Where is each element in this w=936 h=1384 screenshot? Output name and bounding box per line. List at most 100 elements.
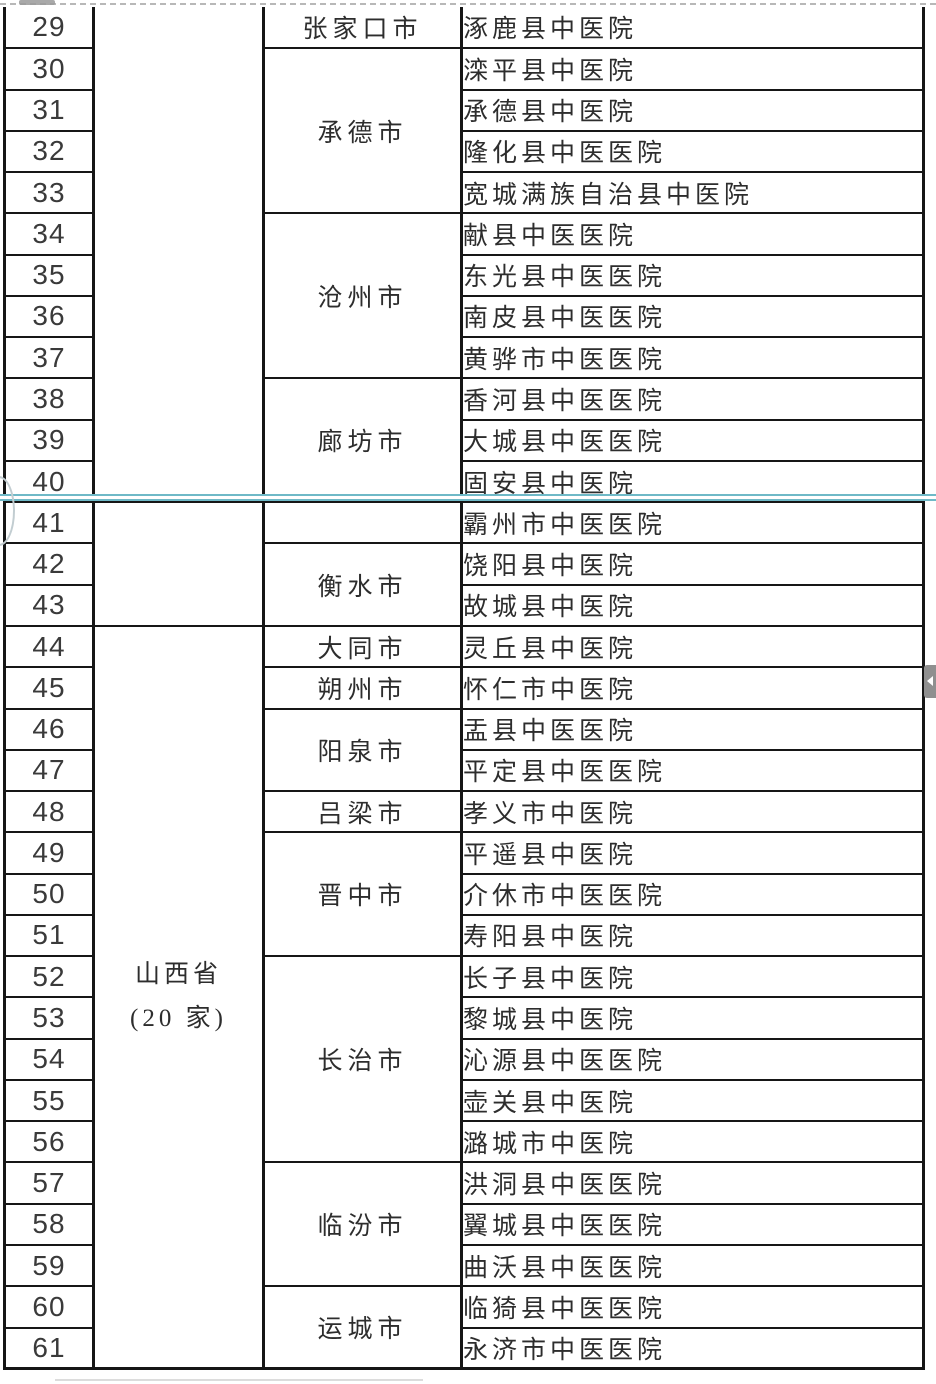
hospital-cell: 黄骅市中医医院	[460, 336, 925, 380]
row-number-cell: 47	[3, 748, 95, 793]
city-cell: 朔州市	[262, 666, 463, 710]
hospital-cell: 平遥县中医院	[460, 831, 925, 875]
table-row: 32 隆化县中医医院	[3, 129, 925, 174]
hospital-cell: 黎城县中医院	[460, 996, 925, 1040]
row-number-cell: 54	[3, 1037, 95, 1081]
table-row: 61 永济市中医医院	[3, 1326, 925, 1370]
city-cell: 承德市	[262, 47, 463, 215]
city-cell: 临汾市	[262, 1161, 463, 1288]
table-row: 60 运城市 临猗县中医医院	[3, 1285, 925, 1370]
side-scroll-handle[interactable]	[924, 665, 936, 698]
hospital-cell: 故城县中医院	[460, 583, 925, 627]
row-number-cell: 53	[3, 996, 95, 1040]
province-label-line: (20 家)	[130, 1005, 227, 1033]
hospital-cell: 南皮县中医医院	[460, 294, 925, 339]
hospital-cell: 临猗县中医医院	[460, 1285, 925, 1329]
row-number-cell: 44	[3, 624, 95, 669]
row-number-cell: 42	[3, 542, 95, 586]
hospital-cell: 介休市中医医院	[460, 872, 925, 916]
hospital-cell: 翼城县中医医院	[460, 1202, 925, 1246]
hospital-cell: 饶阳县中医院	[460, 542, 925, 586]
hospital-cell: 霸州市中医医院	[460, 501, 925, 545]
hospital-cell: 宽城满族自治县中医院	[460, 171, 925, 215]
table-row: 51 寿阳县中医院	[3, 913, 925, 958]
table-row: 33 宽城满族自治县中医院	[3, 171, 925, 215]
row-number-cell: 50	[3, 872, 95, 916]
province-cell	[92, 501, 265, 627]
row-number-cell: 55	[3, 1078, 95, 1123]
hospital-cell: 怀仁市中医院	[460, 666, 925, 710]
table-row: 49 晋中市 平遥县中医院	[3, 831, 925, 958]
city-cell: 阳泉市	[262, 707, 463, 793]
table-row: 53 黎城县中医院	[3, 996, 925, 1040]
row-number-cell: 45	[3, 666, 95, 710]
row-number-cell: 38	[3, 377, 95, 421]
hospital-cell: 寿阳县中医院	[460, 913, 925, 958]
hospital-cell: 永济市中医医院	[460, 1326, 925, 1370]
row-number-cell: 52	[3, 955, 95, 999]
row-number-cell: 39	[3, 418, 95, 462]
table-row: 50 介休市中医医院	[3, 872, 925, 916]
hospital-cell: 洪洞县中医医院	[460, 1161, 925, 1205]
hospital-cell: 平定县中医医院	[460, 748, 925, 793]
row-number-cell: 37	[3, 336, 95, 380]
row-number-cell: 43	[3, 583, 95, 627]
hospital-cell: 大城县中医医院	[460, 418, 925, 462]
table-row: 46 阳泉市 盂县中医医院	[3, 707, 925, 793]
table-row: 30 承德市 滦平县中医院	[3, 47, 925, 215]
hospital-cell: 隆化县中医医院	[460, 129, 925, 174]
table-row: 34 沧州市 献县中医医院	[3, 212, 925, 380]
row-number-cell: 49	[3, 831, 95, 875]
row-number-cell: 35	[3, 253, 95, 297]
table-row: 45 朔州市 怀仁市中医院	[3, 666, 925, 710]
hospital-cell: 灵丘县中医院	[460, 624, 925, 669]
table-row: 48 吕梁市 孝义市中医院	[3, 790, 925, 834]
row-number-cell: 29	[3, 7, 95, 50]
table-row: 52 长治市 长子县中医院	[3, 955, 925, 1164]
table-row: 35 东光县中医医院	[3, 253, 925, 297]
table-row: 43 故城县中医院	[3, 583, 925, 627]
next-page-edge-artifact	[55, 1379, 423, 1381]
arrow-left-icon	[927, 676, 933, 686]
table-row: 31 承德县中医院	[3, 88, 925, 132]
row-number-cell: 31	[3, 88, 95, 132]
province-cell: 山西省 (20 家)	[92, 624, 265, 1370]
city-cell: 大同市	[262, 624, 463, 669]
hospital-cell: 孝义市中医院	[460, 790, 925, 834]
province-cell	[92, 7, 265, 504]
table-row: 44 山西省 (20 家) 大同市 灵丘县中医院	[3, 624, 925, 1370]
row-number-cell: 46	[3, 707, 95, 751]
hospital-cell: 献县中医医院	[460, 212, 925, 256]
hospital-cell: 壶关县中医院	[460, 1078, 925, 1123]
city-cell: 张家口市	[262, 7, 463, 50]
hospital-cell: 潞城市中医院	[460, 1120, 925, 1164]
city-cell: 吕梁市	[262, 790, 463, 834]
table-row: 39 大城县中医医院	[3, 418, 925, 462]
table-row: 36 南皮县中医医院	[3, 294, 925, 339]
table-row: 29 张家口市 涿鹿县中医院	[3, 7, 925, 504]
row-number-cell: 32	[3, 129, 95, 174]
table-row: 38 廊坊市 香河县中医医院	[3, 377, 925, 504]
row-number-cell: 34	[3, 212, 95, 256]
hospital-table-body: 29 张家口市 涿鹿县中医院 30 承德市 滦平县中医院 31 承德县中医院 32 隆化县中医医院…	[3, 7, 925, 1370]
row-number-cell: 61	[3, 1326, 95, 1370]
hospital-cell: 涿鹿县中医院	[460, 7, 925, 50]
row-number-cell: 30	[3, 47, 95, 91]
table-row: 56 潞城市中医院	[3, 1120, 925, 1164]
row-number-cell: 60	[3, 1285, 95, 1329]
row-number-cell: 33	[3, 171, 95, 215]
table-row: 47 平定县中医医院	[3, 748, 925, 793]
row-number-cell: 48	[3, 790, 95, 834]
row-number-cell: 56	[3, 1120, 95, 1164]
hospital-cell: 长子县中医院	[460, 955, 925, 999]
row-number-cell: 57	[3, 1161, 95, 1205]
row-number-cell: 58	[3, 1202, 95, 1246]
table-row: 42 衡水市 饶阳县中医院	[3, 542, 925, 627]
hospital-cell: 东光县中医医院	[460, 253, 925, 297]
province-label-line: 山西省	[134, 961, 222, 989]
hospital-cell: 盂县中医医院	[460, 707, 925, 751]
page-break-separator	[0, 494, 936, 501]
row-number-cell: 36	[3, 294, 95, 339]
hospital-cell: 香河县中医医院	[460, 377, 925, 421]
